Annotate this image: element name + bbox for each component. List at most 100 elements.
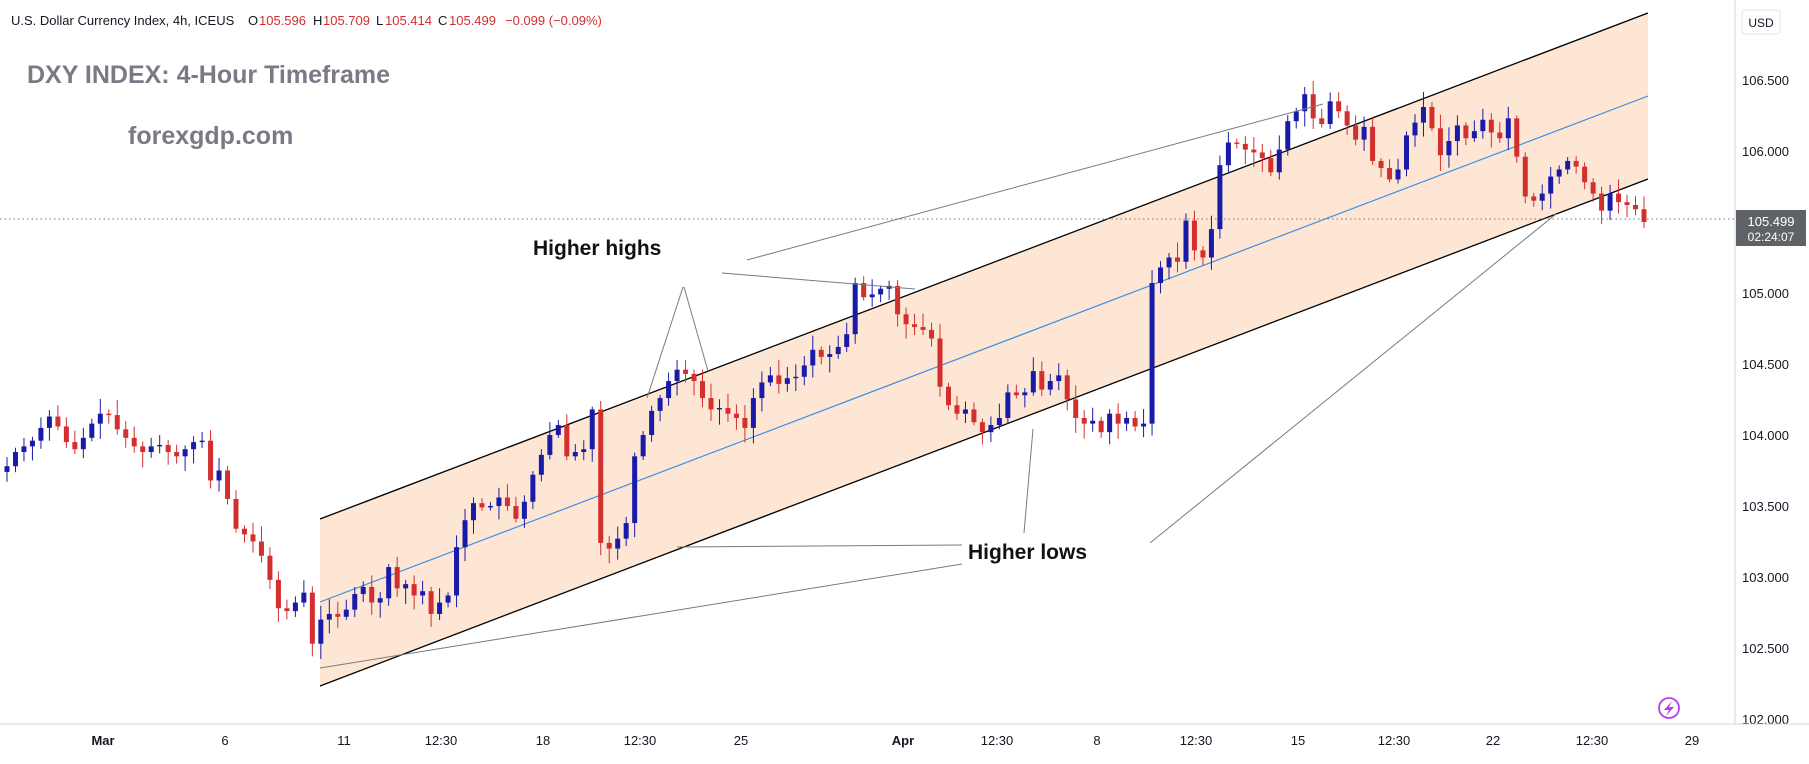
- time-tick-label: 25: [734, 733, 748, 748]
- candle-body: [462, 520, 468, 548]
- candle-body: [1387, 168, 1393, 180]
- candle-body: [1353, 125, 1359, 140]
- candle-body: [784, 378, 790, 384]
- candle-body: [1454, 125, 1460, 142]
- candle-body: [1268, 158, 1274, 173]
- candle-body: [250, 534, 256, 542]
- candle-body: [895, 285, 901, 315]
- candle-body: [267, 555, 273, 580]
- time-axis[interactable]: Mar 6 11 12:30 18 12:30 25 Apr 12:30 8 12:30 15 12:3…: [91, 733, 1699, 748]
- candle-body: [733, 413, 739, 418]
- price-tick-label: 104.000: [1742, 428, 1789, 443]
- candle-body: [241, 528, 247, 535]
- candle-body: [123, 429, 129, 438]
- candle-body: [1013, 392, 1019, 396]
- candle-body: [988, 425, 994, 433]
- candle-body: [1200, 250, 1206, 258]
- candle-body: [1276, 149, 1282, 173]
- candle-body: [4, 466, 10, 472]
- high-label: H: [313, 13, 322, 28]
- candle-body: [1149, 283, 1155, 424]
- candle-body: [199, 440, 205, 443]
- candle-body: [937, 338, 943, 387]
- candle-body: [1641, 209, 1647, 222]
- higher-highs-pointer-1: [646, 286, 684, 399]
- ohlc-legend[interactable]: U.S. Dollar Currency Index, 4h, ICEUS O …: [11, 13, 602, 28]
- candle-body: [496, 497, 502, 506]
- candle-body: [623, 523, 629, 539]
- candle-body: [1285, 121, 1291, 150]
- candle-body: [750, 398, 756, 428]
- candle-body: [725, 408, 731, 414]
- candle-body: [1132, 417, 1138, 427]
- candle-body: [1336, 101, 1342, 112]
- chart-title: DXY INDEX: 4-Hour Timeframe: [27, 61, 390, 89]
- candle-body: [1319, 118, 1325, 125]
- candlestick-series: [4, 80, 1647, 659]
- candle-body: [581, 449, 587, 453]
- candle-body: [564, 425, 570, 457]
- candle-body: [1361, 126, 1367, 140]
- candle-body: [1624, 202, 1630, 205]
- candle-body: [1531, 196, 1537, 201]
- candle-body: [97, 413, 103, 424]
- candle-body: [869, 294, 875, 298]
- time-tick-label: Mar: [91, 733, 114, 748]
- candle-body: [674, 369, 680, 382]
- candle-body: [326, 613, 332, 620]
- candle-body: [131, 437, 137, 447]
- candle-body: [1573, 160, 1579, 167]
- candle-body: [165, 444, 171, 453]
- price-tick-label: 105.000: [1742, 286, 1789, 301]
- candle-body: [1395, 169, 1401, 180]
- candle-body: [657, 398, 663, 411]
- candle-body: [1446, 141, 1452, 156]
- candle-body: [598, 409, 604, 543]
- low-value: 105.414: [385, 13, 432, 28]
- channel-median-line[interactable]: [319, 95, 1649, 603]
- open-value: 105.596: [259, 13, 306, 28]
- lightning-bolt-icon[interactable]: [1658, 697, 1680, 719]
- candle-body: [878, 288, 884, 295]
- candle-body: [1064, 375, 1070, 400]
- candle-body: [89, 423, 95, 438]
- candle-body: [1514, 118, 1520, 157]
- candle-body: [513, 506, 519, 519]
- candle-body: [861, 283, 867, 298]
- candle-body: [996, 417, 1002, 426]
- candle-body: [21, 446, 27, 453]
- candle-body: [1463, 125, 1469, 139]
- currency-label: USD: [1748, 16, 1774, 30]
- candle-body: [1081, 417, 1087, 424]
- candle-body: [309, 592, 315, 644]
- candle-body: [63, 426, 69, 443]
- candle-body: [929, 329, 935, 339]
- close-label: C: [438, 13, 447, 28]
- candle-body: [504, 497, 510, 506]
- candle-body: [1047, 381, 1053, 390]
- channel-lower-line[interactable]: [319, 178, 1649, 687]
- candle-body: [530, 474, 536, 502]
- channel-upper-line[interactable]: [319, 12, 1649, 520]
- change-value: −0.099 (−0.09%): [505, 13, 602, 28]
- candle-body: [1437, 128, 1443, 156]
- candle-body: [1107, 413, 1113, 433]
- candle-body: [437, 602, 443, 614]
- higher-highs-label: Higher highs: [533, 237, 661, 260]
- candle-body: [708, 398, 714, 410]
- candle-body: [1225, 142, 1231, 166]
- candle-body: [12, 452, 18, 467]
- time-tick-label: 11: [337, 733, 351, 748]
- candle-body: [1548, 176, 1554, 194]
- candle-body: [1174, 257, 1180, 262]
- candle-body: [1208, 229, 1214, 258]
- candle-body: [1158, 267, 1164, 284]
- candle-body: [606, 542, 612, 549]
- candle-body: [1124, 417, 1130, 424]
- candle-body: [1141, 423, 1147, 427]
- currency-button[interactable]: [1741, 9, 1781, 35]
- candle-body: [1539, 193, 1545, 201]
- candle-body: [691, 373, 697, 382]
